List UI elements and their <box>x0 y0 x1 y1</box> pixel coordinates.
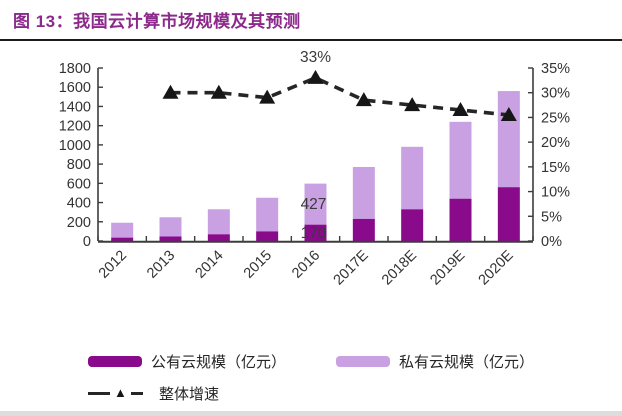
svg-text:1000: 1000 <box>59 138 91 154</box>
svg-text:20%: 20% <box>541 135 570 151</box>
svg-text:1200: 1200 <box>59 119 91 135</box>
legend-label-growth: 整体增速 <box>159 386 220 403</box>
title-divider <box>0 39 622 41</box>
dashed-line-triangle-icon: ▲ <box>88 385 150 400</box>
svg-text:5%: 5% <box>541 209 562 225</box>
dash-segment <box>88 392 110 395</box>
legend-label-public-cloud: 公有云规模（亿元） <box>151 354 287 371</box>
dash-segment <box>130 392 143 395</box>
svg-text:1600: 1600 <box>59 80 91 96</box>
svg-text:2012: 2012 <box>96 248 130 282</box>
figure-title: 图 13：我国云计算市场规模及其预测 <box>13 12 301 31</box>
svg-text:600: 600 <box>67 176 91 192</box>
svg-text:35%: 35% <box>541 61 570 77</box>
svg-text:2013: 2013 <box>144 248 178 282</box>
svg-text:800: 800 <box>67 157 91 173</box>
private-cloud-swatch-icon <box>336 356 390 367</box>
svg-text:2014: 2014 <box>193 248 227 282</box>
legend-row-line: ▲ 整体增速 <box>0 383 622 404</box>
legend-label-private-cloud: 私有云规模（亿元） <box>399 354 535 371</box>
svg-text:400: 400 <box>67 196 91 212</box>
svg-text:0: 0 <box>83 234 91 250</box>
legend-row-bars: 公有云规模（亿元） 私有云规模（亿元） <box>0 351 622 371</box>
svg-text:15%: 15% <box>541 160 570 176</box>
svg-text:2018E: 2018E <box>379 247 420 288</box>
svg-text:170: 170 <box>301 225 327 242</box>
svg-text:1800: 1800 <box>59 61 91 77</box>
svg-text:2016: 2016 <box>289 248 323 282</box>
svg-text:1400: 1400 <box>59 99 91 115</box>
svg-text:30%: 30% <box>541 86 570 102</box>
svg-text:2020E: 2020E <box>476 247 517 288</box>
svg-text:10%: 10% <box>541 185 570 201</box>
svg-text:2017E: 2017E <box>331 247 372 288</box>
legend-item-growth: ▲ 整体增速 <box>88 383 219 404</box>
legend-item-public-cloud: 公有云规模（亿元） <box>88 351 286 372</box>
svg-text:33%: 33% <box>300 49 331 66</box>
svg-text:0%: 0% <box>541 234 562 250</box>
next-figure-edge <box>0 411 622 416</box>
svg-text:2015: 2015 <box>241 248 275 282</box>
legend-item-private-cloud: 私有云规模（亿元） <box>336 351 534 372</box>
svg-text:25%: 25% <box>541 110 570 126</box>
svg-text:200: 200 <box>67 215 91 231</box>
triangle-marker-icon: ▲ <box>114 385 127 400</box>
svg-text:2019E: 2019E <box>427 247 468 288</box>
svg-text:427: 427 <box>301 196 327 213</box>
public-cloud-swatch-icon <box>88 356 142 367</box>
cloud-market-chart: 1800 1600 1400 1200 1000 800 600 400 200 0 35% 30% 2… <box>59 49 570 289</box>
